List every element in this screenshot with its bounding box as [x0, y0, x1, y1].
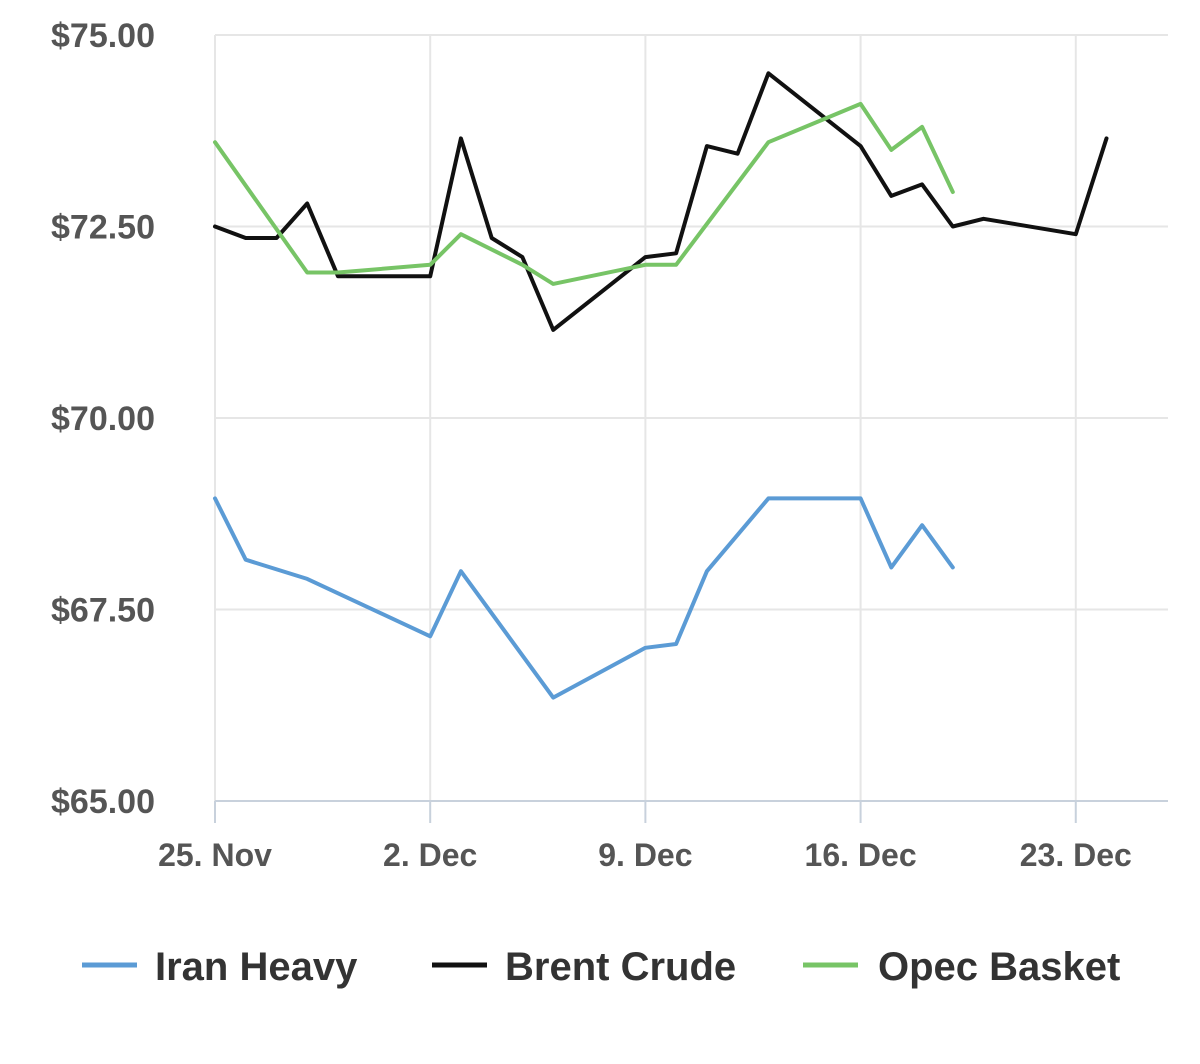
legend-item-opec-basket: Opec Basket [803, 945, 1120, 989]
y-tick-label: $72.50 [51, 209, 155, 247]
legend-label: Iran Heavy [155, 945, 358, 989]
y-tick-label: $75.00 [51, 17, 155, 55]
legend-label: Brent Crude [505, 945, 736, 989]
y-tick-label: $67.50 [51, 592, 155, 630]
opec-basket-line [213, 101, 955, 286]
x-tick-label: 16. Dec [805, 837, 917, 873]
x-tick-label: 9. Dec [598, 837, 692, 873]
y-tick-label: $65.00 [51, 783, 155, 821]
x-tick-label: 2. Dec [383, 837, 477, 873]
grid [214, 34, 1168, 801]
x-tick-label: 23. Dec [1020, 837, 1132, 873]
y-tick-label: $70.00 [51, 400, 155, 438]
brent-crude-line [213, 71, 1109, 332]
series-lines [213, 71, 1109, 700]
legend-item-iran-heavy: Iran Heavy [82, 945, 358, 989]
legend-label: Opec Basket [878, 945, 1120, 989]
legend: Iran Heavy Brent Crude Opec Basket [82, 945, 1120, 989]
x-tick-label: 25. Nov [158, 837, 272, 873]
iran-heavy-line [213, 496, 955, 700]
legend-item-brent-crude: Brent Crude [432, 945, 736, 989]
